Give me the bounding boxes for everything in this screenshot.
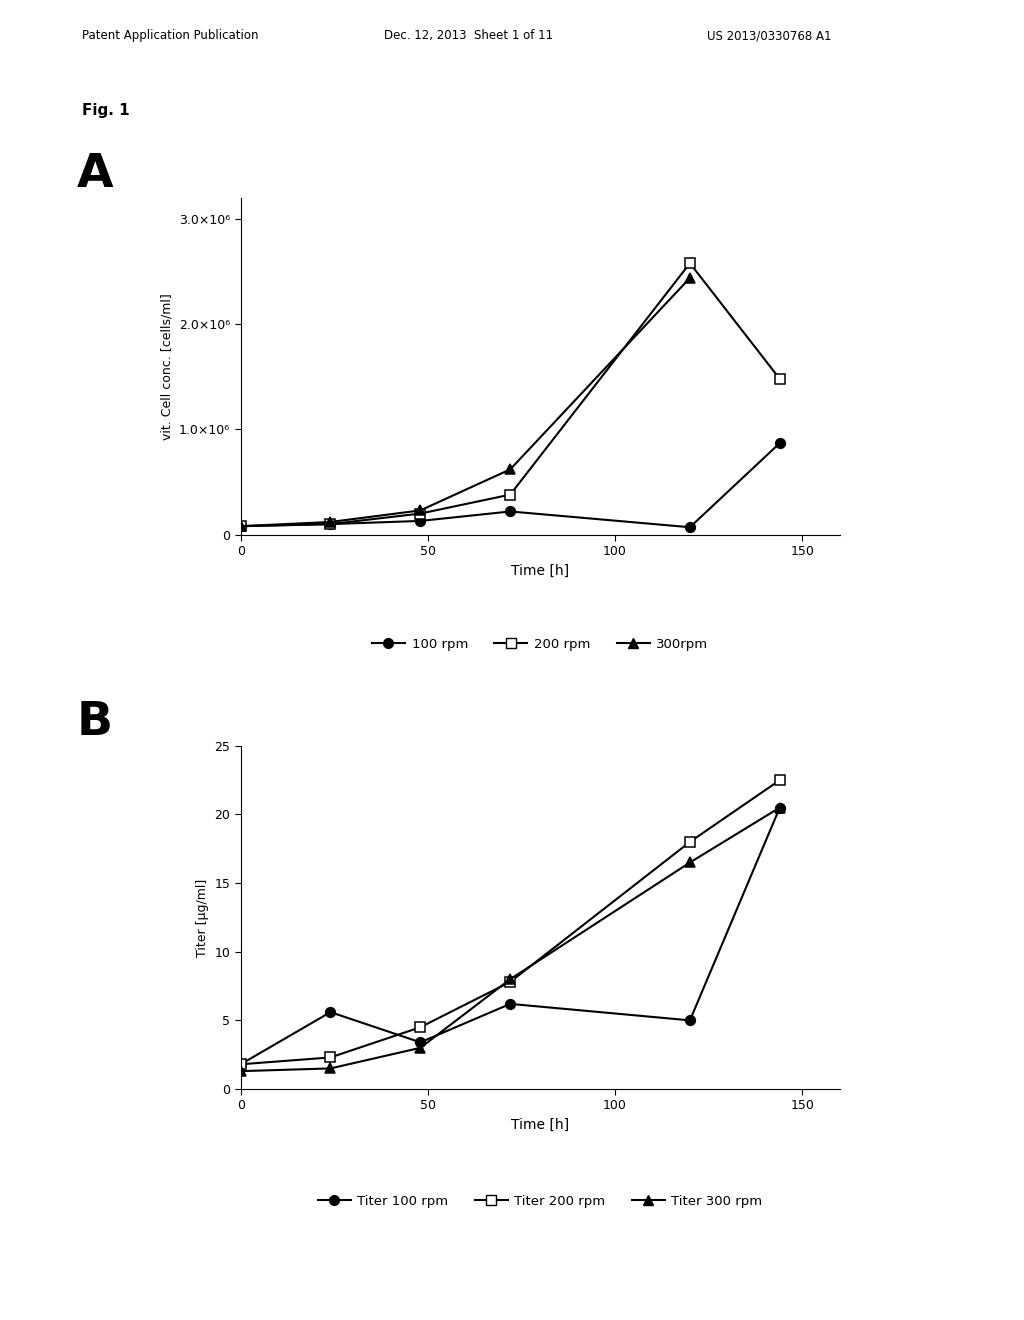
Legend: 100 rpm, 200 rpm, 300rpm: 100 rpm, 200 rpm, 300rpm xyxy=(367,632,714,656)
Text: Dec. 12, 2013  Sheet 1 of 11: Dec. 12, 2013 Sheet 1 of 11 xyxy=(384,29,553,42)
Text: Patent Application Publication: Patent Application Publication xyxy=(82,29,258,42)
Text: US 2013/0330768 A1: US 2013/0330768 A1 xyxy=(707,29,831,42)
Y-axis label: vit. Cell conc. [cells/ml]: vit. Cell conc. [cells/ml] xyxy=(161,293,173,440)
Legend: Titer 100 rpm, Titer 200 rpm, Titer 300 rpm: Titer 100 rpm, Titer 200 rpm, Titer 300 … xyxy=(312,1189,768,1213)
X-axis label: Time [h]: Time [h] xyxy=(511,1118,569,1133)
Y-axis label: Titer [µg/ml]: Titer [µg/ml] xyxy=(196,878,209,957)
Text: A: A xyxy=(77,152,114,197)
Text: B: B xyxy=(77,700,113,744)
X-axis label: Time [h]: Time [h] xyxy=(511,564,569,578)
Text: Fig. 1: Fig. 1 xyxy=(82,103,130,117)
